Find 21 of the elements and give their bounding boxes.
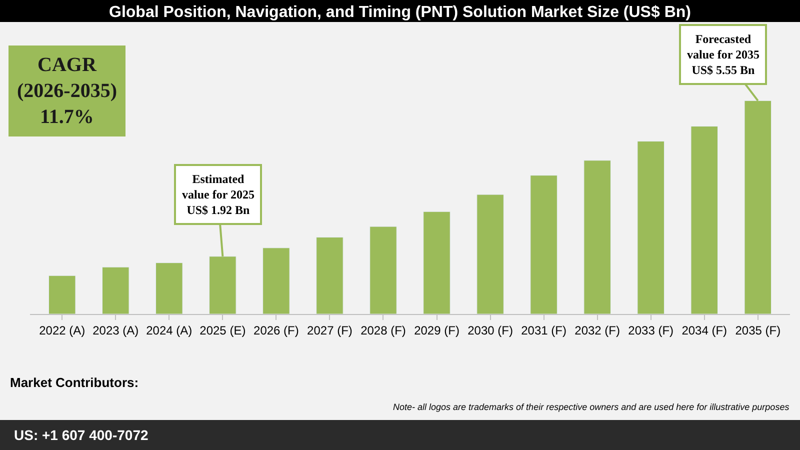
text: US: +1 607 400-7072 — [14, 427, 148, 443]
x-tick-label: 2029 (F) — [414, 323, 460, 338]
x-tick-label: 2023 (A) — [92, 323, 139, 338]
x-tick-label: 2026 (F) — [254, 323, 299, 338]
x-tick-label: 2033 (F) — [628, 323, 674, 338]
x-tick-label: 2025 (E) — [200, 323, 246, 338]
annotation: Estimated value for 2025 US$ 1.92 Bn — [182, 172, 254, 218]
text: Market Contributors: — [10, 375, 139, 390]
chart-title: Global Position, Navigation, and Timing (PNT) Solution Market Size (US$ Bn) — [109, 4, 691, 21]
annotation: CAGR (2026-2035) 11.7% — [17, 54, 117, 128]
x-tick-label: 2022 (A) — [39, 323, 86, 338]
text: Note- all logos are trademarks of their respective owners and are used here for illustrative purposes — [393, 402, 790, 412]
x-tick-label: 2032 (F) — [574, 323, 620, 338]
x-tick-label: 2034 (F) — [682, 323, 728, 338]
x-tick-label: 2031 (F) — [521, 323, 566, 338]
x-tick-label: 2030 (F) — [468, 323, 513, 338]
x-tick-label: 2027 (F) — [307, 323, 352, 338]
x-tick-label: 2035 (F) — [735, 323, 781, 338]
annotation: Forecasted value for 2035 US$ 5.55 Bn — [687, 32, 760, 78]
x-tick-label: 2024 (A) — [146, 323, 192, 338]
x-tick-label: 2028 (F) — [360, 323, 406, 338]
